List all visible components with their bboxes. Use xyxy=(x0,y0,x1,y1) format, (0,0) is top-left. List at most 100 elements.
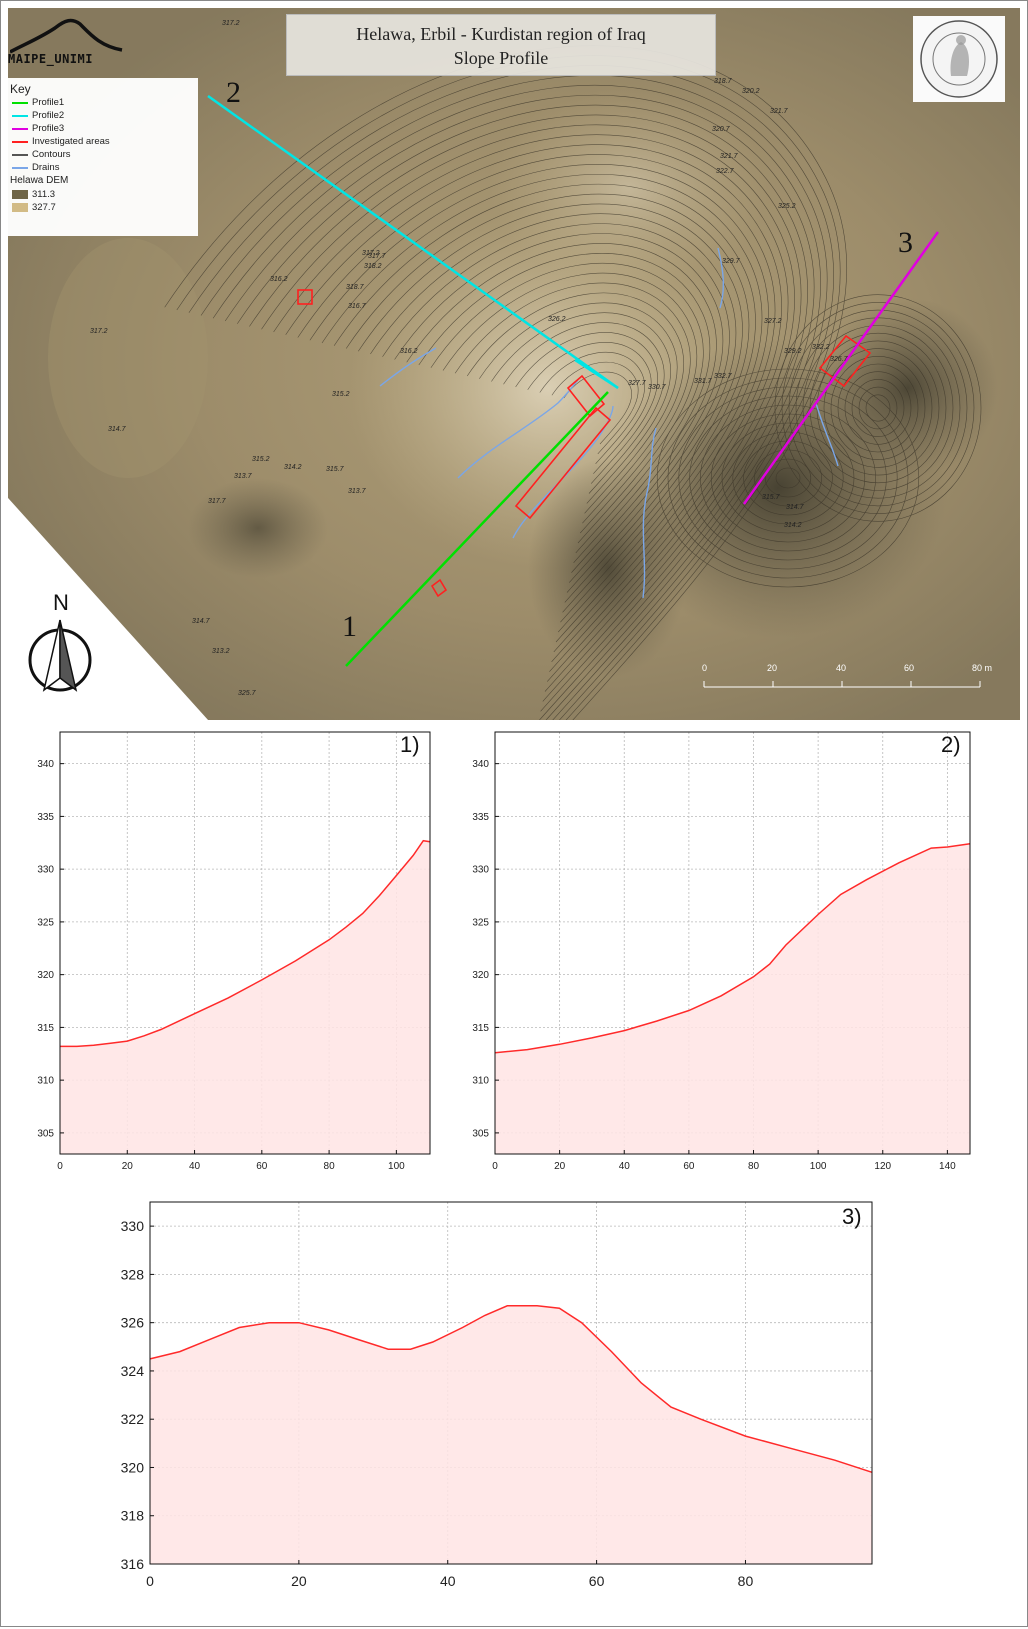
y-tick-label: 330 xyxy=(37,865,54,876)
contour-elevation-label: 313.2 xyxy=(212,648,230,655)
legend-item-profile1: Profile1 xyxy=(8,96,198,109)
legend-item-contours: Contours xyxy=(8,148,198,161)
x-tick-label: 60 xyxy=(683,1161,695,1172)
profile1-label: 1 xyxy=(342,610,357,644)
y-tick-label: 316 xyxy=(121,1556,145,1572)
chart2-title: 2) xyxy=(941,732,961,758)
contour-elevation-label: 321.7 xyxy=(720,153,738,160)
contour-elevation-label: 317.2 xyxy=(90,328,108,335)
contour-elevation-label: 329.7 xyxy=(722,258,740,265)
x-tick-label: 20 xyxy=(122,1161,134,1172)
y-tick-label: 326 xyxy=(121,1315,145,1331)
map-title-box: Helawa, Erbil - Kurdistan region of Iraq… xyxy=(286,14,716,76)
chart1-title: 1) xyxy=(400,732,420,758)
y-tick-label: 315 xyxy=(37,1023,54,1034)
contour-elevation-label: 317.2 xyxy=(362,250,380,257)
x-tick-label: 140 xyxy=(939,1161,956,1172)
contour-elevation-label: 315.2 xyxy=(332,391,350,398)
contour-elevation-label: 314.7 xyxy=(786,504,804,511)
profile3-label: 3 xyxy=(898,226,913,260)
map-legend: Key Profile1 Profile2 Profile3 Investiga… xyxy=(8,78,198,236)
y-tick-label: 305 xyxy=(37,1128,54,1139)
x-tick-label: 120 xyxy=(874,1161,891,1172)
contour-elevation-label: 325.7 xyxy=(238,690,256,697)
map-title: Helawa, Erbil - Kurdistan region of Iraq xyxy=(287,22,715,46)
y-tick-label: 330 xyxy=(472,865,489,876)
y-tick-label: 325 xyxy=(37,917,54,928)
x-tick-label: 60 xyxy=(256,1161,268,1172)
x-tick-label: 40 xyxy=(619,1161,631,1172)
map-subtitle: Slope Profile xyxy=(287,46,715,70)
contour-elevation-label: 329.2 xyxy=(784,348,802,355)
chart3-title: 3) xyxy=(842,1204,862,1230)
scale-bar: 0 20 40 60 80 m xyxy=(702,663,1002,703)
x-tick-label: 80 xyxy=(324,1161,336,1172)
y-tick-label: 340 xyxy=(37,759,54,770)
y-tick-label: 322 xyxy=(121,1411,145,1427)
contour-elevation-label: 314.2 xyxy=(284,464,302,471)
contour-elevation-label: 332.7 xyxy=(714,373,732,380)
y-tick-label: 318 xyxy=(121,1508,145,1524)
contour-elevation-label: 315.7 xyxy=(762,494,780,501)
legend-dem-low: 311.3 xyxy=(8,188,198,201)
contour-elevation-label: 314.7 xyxy=(108,426,126,433)
contour-elevation-label: 325.2 xyxy=(778,203,796,210)
contour-elevation-label: 322.7 xyxy=(716,168,734,175)
contour-elevation-label: 326.7 xyxy=(830,356,848,363)
university-seal-icon xyxy=(913,16,1005,102)
contour-elevation-label: 316.2 xyxy=(400,348,418,355)
x-tick-label: 80 xyxy=(738,1573,754,1589)
y-tick-label: 328 xyxy=(121,1266,145,1282)
contour-elevation-label: 313.7 xyxy=(234,473,252,480)
y-tick-label: 324 xyxy=(121,1363,145,1379)
x-tick-label: 60 xyxy=(589,1573,605,1589)
y-tick-label: 330 xyxy=(121,1218,145,1234)
y-tick-label: 310 xyxy=(472,1076,489,1087)
x-tick-label: 40 xyxy=(440,1573,456,1589)
x-tick-label: 100 xyxy=(388,1161,405,1172)
contour-elevation-label: 327.7 xyxy=(628,380,646,387)
contour-elevation-label: 320.2 xyxy=(742,88,760,95)
contour-elevation-label: 318.7 xyxy=(714,78,732,85)
contour-elevation-label: 314.2 xyxy=(784,522,802,529)
legend-item-drains: Drains xyxy=(8,161,198,174)
legend-dem-title: Helawa DEM xyxy=(8,174,198,188)
contour-elevation-label: 327.2 xyxy=(764,318,782,325)
contour-elevation-label: 316.2 xyxy=(270,276,288,283)
x-tick-label: 80 xyxy=(748,1161,760,1172)
legend-item-profile3: Profile3 xyxy=(8,122,198,135)
contour-elevation-label: 318.7 xyxy=(346,284,364,291)
x-tick-label: 40 xyxy=(189,1161,201,1172)
contour-elevation-label: 317.2 xyxy=(222,20,240,27)
contour-elevation-label: 313.7 xyxy=(348,488,366,495)
contour-elevation-label: 318.2 xyxy=(364,263,382,270)
legend-dem-high: 327.7 xyxy=(8,201,198,214)
y-tick-label: 320 xyxy=(121,1459,145,1475)
contour-elevation-label: 315.2 xyxy=(252,456,270,463)
contour-elevation-label: 330.7 xyxy=(648,384,666,391)
contour-elevation-label: 326.2 xyxy=(548,316,566,323)
y-tick-label: 320 xyxy=(472,970,489,981)
logo-text: MAIPE_UNIMI xyxy=(8,52,93,66)
x-tick-label: 20 xyxy=(554,1161,566,1172)
contour-elevation-label: 317.7 xyxy=(208,498,226,505)
x-tick-label: 100 xyxy=(810,1161,827,1172)
north-label: N xyxy=(53,590,69,616)
legend-item-profile2: Profile2 xyxy=(8,109,198,122)
legend-title: Key xyxy=(8,78,198,96)
contour-elevation-label: 316.7 xyxy=(348,303,366,310)
profile2-label: 2 xyxy=(226,76,241,110)
contour-elevation-label: 320.7 xyxy=(712,126,730,133)
x-tick-label: 0 xyxy=(146,1573,154,1589)
contour-elevation-label: 314.7 xyxy=(192,618,210,625)
y-tick-label: 315 xyxy=(472,1023,489,1034)
y-tick-label: 305 xyxy=(472,1128,489,1139)
x-tick-label: 0 xyxy=(57,1161,63,1172)
y-tick-label: 325 xyxy=(472,917,489,928)
y-tick-label: 320 xyxy=(37,970,54,981)
contour-elevation-label: 332.2 xyxy=(812,344,830,351)
contour-elevation-label: 315.7 xyxy=(326,466,344,473)
